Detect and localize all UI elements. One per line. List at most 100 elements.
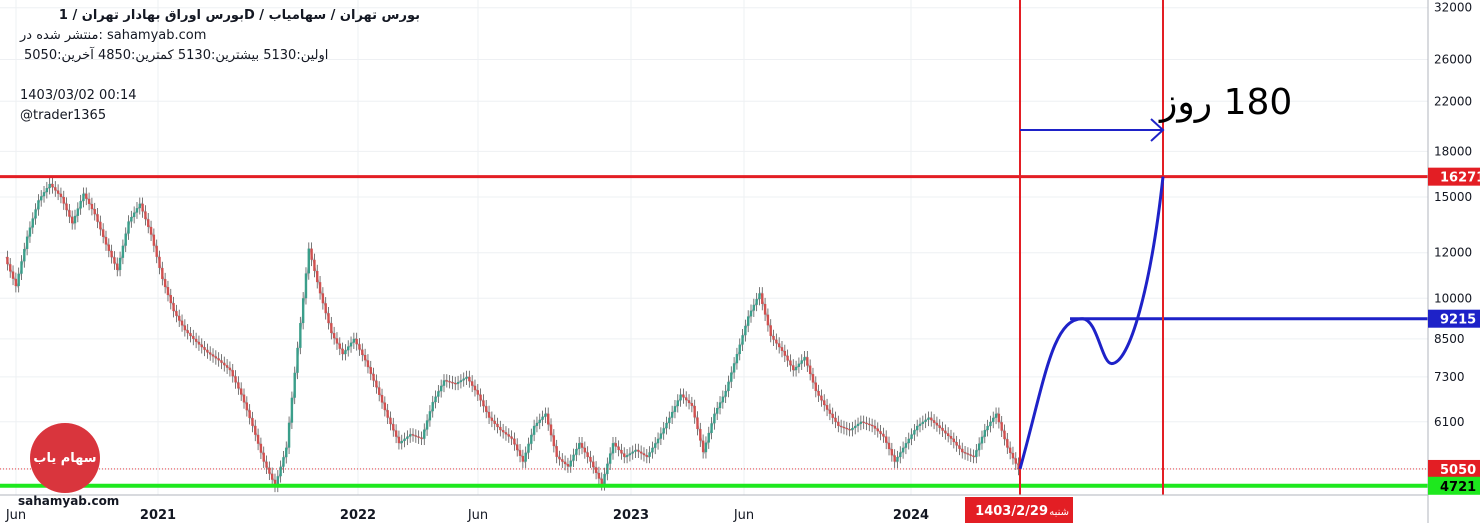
candle-body bbox=[592, 461, 595, 468]
candle-body bbox=[425, 420, 429, 430]
candle-body bbox=[961, 448, 964, 453]
candle-body bbox=[158, 256, 161, 268]
candle-body bbox=[975, 450, 978, 457]
candle-body bbox=[223, 362, 226, 366]
candle-body bbox=[93, 209, 96, 215]
candle-body bbox=[68, 210, 71, 217]
candle-body bbox=[104, 236, 108, 245]
candle-body bbox=[721, 396, 725, 403]
candle-body bbox=[65, 203, 68, 211]
candle-body bbox=[40, 196, 43, 201]
candle-body bbox=[873, 425, 877, 429]
candle-body bbox=[870, 424, 874, 427]
candle-body bbox=[369, 367, 372, 374]
price-series bbox=[5, 177, 1021, 493]
candle-body bbox=[423, 429, 426, 439]
candle-body bbox=[862, 421, 865, 423]
candle-body bbox=[256, 434, 260, 444]
candle-body bbox=[594, 467, 598, 473]
price-line bbox=[5, 183, 1021, 488]
candle-body bbox=[701, 440, 705, 453]
candle-body bbox=[175, 311, 178, 316]
candle-body bbox=[178, 315, 181, 321]
candle-body bbox=[749, 310, 753, 317]
candle-body bbox=[623, 453, 626, 457]
candle-body bbox=[17, 273, 20, 287]
candle-body bbox=[124, 233, 127, 246]
candle-body bbox=[163, 279, 167, 288]
candle-body bbox=[811, 374, 815, 383]
candle-body bbox=[25, 236, 29, 249]
candle-body bbox=[834, 417, 837, 422]
candle-body bbox=[668, 417, 671, 423]
candle-body bbox=[113, 257, 116, 264]
candle-body bbox=[1006, 439, 1009, 448]
candle-body bbox=[673, 406, 677, 412]
candle-body bbox=[324, 303, 327, 314]
candle-body bbox=[958, 445, 961, 449]
candle-body bbox=[293, 372, 296, 398]
candle-body bbox=[96, 214, 99, 222]
candle-body bbox=[882, 433, 885, 437]
candle-body bbox=[448, 381, 451, 383]
candle-body bbox=[82, 193, 85, 202]
candle-body bbox=[20, 261, 23, 274]
candle-body bbox=[992, 417, 995, 422]
candle-body bbox=[890, 449, 894, 456]
y-tick-label: 15000 bbox=[1434, 190, 1472, 204]
y-tick-label: 22000 bbox=[1434, 94, 1472, 108]
candle-body bbox=[138, 203, 141, 209]
candle-body bbox=[530, 434, 533, 444]
candle-body bbox=[121, 245, 125, 258]
candle-body bbox=[654, 443, 657, 448]
day-label: شنبه bbox=[1049, 507, 1069, 518]
candle-body bbox=[969, 454, 972, 456]
candle-body bbox=[563, 461, 567, 465]
duration-label: 180 روز bbox=[1158, 82, 1292, 123]
candle-body bbox=[600, 478, 603, 485]
candle-body bbox=[544, 413, 547, 417]
candle-body bbox=[321, 293, 325, 304]
candle-body bbox=[378, 387, 381, 395]
candle-body bbox=[558, 456, 561, 460]
candle-body bbox=[152, 234, 156, 246]
y-tick-label: 10000 bbox=[1434, 291, 1472, 305]
candle-body bbox=[932, 420, 936, 423]
candle-body bbox=[180, 320, 184, 326]
candle-body bbox=[73, 215, 77, 224]
candle-body bbox=[268, 467, 271, 474]
candle-body bbox=[758, 293, 761, 300]
candle-body bbox=[335, 338, 339, 344]
candle-body bbox=[90, 203, 94, 210]
candle-body bbox=[899, 452, 902, 458]
candle-body bbox=[752, 304, 756, 311]
candle-body bbox=[803, 357, 806, 361]
candle-body bbox=[724, 390, 727, 397]
candle-body bbox=[501, 430, 505, 433]
candle-body bbox=[772, 335, 775, 340]
price-label-box bbox=[1428, 309, 1480, 328]
candle-body bbox=[451, 382, 454, 384]
candle-body bbox=[679, 394, 682, 401]
candle-body bbox=[473, 385, 477, 391]
candle-body bbox=[285, 447, 288, 458]
candle-body bbox=[561, 459, 564, 462]
candle-body bbox=[893, 455, 896, 462]
candle-body bbox=[507, 434, 510, 437]
candle-body bbox=[820, 395, 823, 401]
candle-body bbox=[769, 325, 772, 336]
projection-curve bbox=[1018, 176, 1165, 470]
candle-body bbox=[355, 338, 358, 345]
candle-body bbox=[713, 413, 716, 424]
candle-body bbox=[538, 419, 541, 423]
price-label-box bbox=[1428, 476, 1480, 495]
candle-body bbox=[301, 298, 305, 324]
candle-body bbox=[625, 455, 629, 457]
candle-body bbox=[338, 343, 341, 349]
candle-body bbox=[783, 350, 787, 356]
candle-body bbox=[761, 293, 764, 304]
candle-body bbox=[259, 443, 263, 453]
candle-body bbox=[225, 365, 229, 368]
candle-body bbox=[420, 437, 423, 439]
candle-body bbox=[48, 183, 51, 189]
